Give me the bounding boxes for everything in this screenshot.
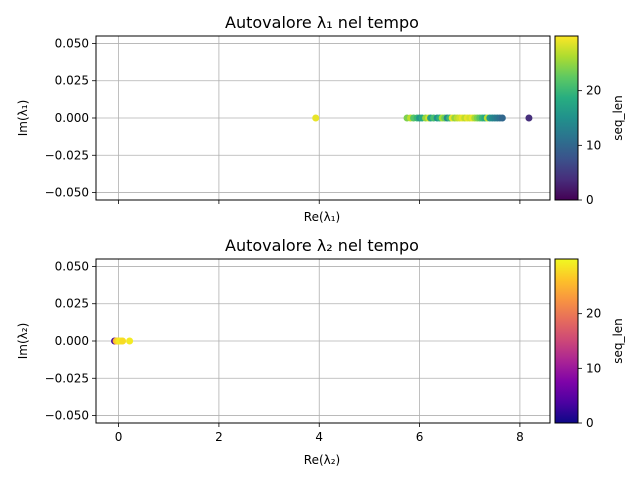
data-point (312, 114, 320, 122)
y-tick-label: −0.025 (45, 371, 89, 385)
panel-1-colorbar-ticks: 0 10 20 (578, 84, 601, 207)
colorbar-tick-label: 10 (586, 138, 601, 152)
data-point (498, 114, 506, 122)
panel-2-x-ticks: 0 2 4 6 8 (115, 423, 524, 444)
panel-2-colorbar (554, 258, 579, 424)
panel-2-colorbar-ticks: 0 10 20 (578, 307, 601, 430)
panel-2-points (111, 337, 134, 345)
panel-1-colorbar (554, 35, 579, 201)
x-tick-label: 0 (115, 430, 123, 444)
panel-2-y-axis-label: Im(λ₂) (16, 323, 30, 360)
panel-1-x-axis-label: Re(λ₁) (304, 210, 340, 224)
panel-2-x-axis-label: Re(λ₂) (304, 453, 340, 467)
panel-1-grid (96, 36, 550, 200)
data-point (525, 114, 533, 122)
panel-2-title: Autovalore λ₂ nel tempo (225, 236, 419, 255)
x-tick-label: 6 (416, 430, 424, 444)
y-tick-label: −0.050 (45, 409, 89, 423)
panel-1-title: Autovalore λ₁ nel tempo (225, 13, 419, 32)
colorbar-tick-label: 20 (586, 84, 601, 98)
panel-1-x-ticks (118, 200, 521, 204)
y-tick-label: −0.050 (45, 186, 89, 200)
panel-1-points (312, 114, 533, 122)
colorbar-tick-label: 0 (586, 416, 594, 430)
x-tick-label: 2 (215, 430, 223, 444)
panel-1: Autovalore λ₁ nel tempo −0.050 −0.025 0.00… (16, 13, 625, 224)
panel-2-grid (96, 259, 550, 423)
panel-1-y-axis-label: Im(λ₁) (16, 100, 30, 137)
panel-2-y-ticks: −0.050 −0.025 0.000 0.025 0.050 (45, 259, 96, 423)
y-tick-label: 0.025 (55, 297, 89, 311)
y-tick-label: −0.025 (45, 148, 89, 162)
y-tick-label: 0.000 (55, 111, 89, 125)
y-tick-label: 0.050 (55, 36, 89, 50)
panel-2-colorbar-label: seq_len (611, 318, 625, 364)
x-tick-label: 8 (516, 430, 524, 444)
colorbar-tick-label: 0 (586, 193, 594, 207)
colorbar-tick-label: 10 (586, 361, 601, 375)
y-tick-label: 0.050 (55, 259, 89, 273)
y-tick-label: 0.000 (55, 334, 89, 348)
x-tick-label: 4 (315, 430, 323, 444)
panel-1-y-ticks: −0.050 −0.025 0.000 0.025 0.050 (45, 36, 96, 200)
colorbar-tick-label: 20 (586, 307, 601, 321)
panel-1-colorbar-label: seq_len (611, 95, 625, 141)
data-point (119, 337, 127, 345)
y-tick-label: 0.025 (55, 74, 89, 88)
data-point (126, 337, 134, 345)
